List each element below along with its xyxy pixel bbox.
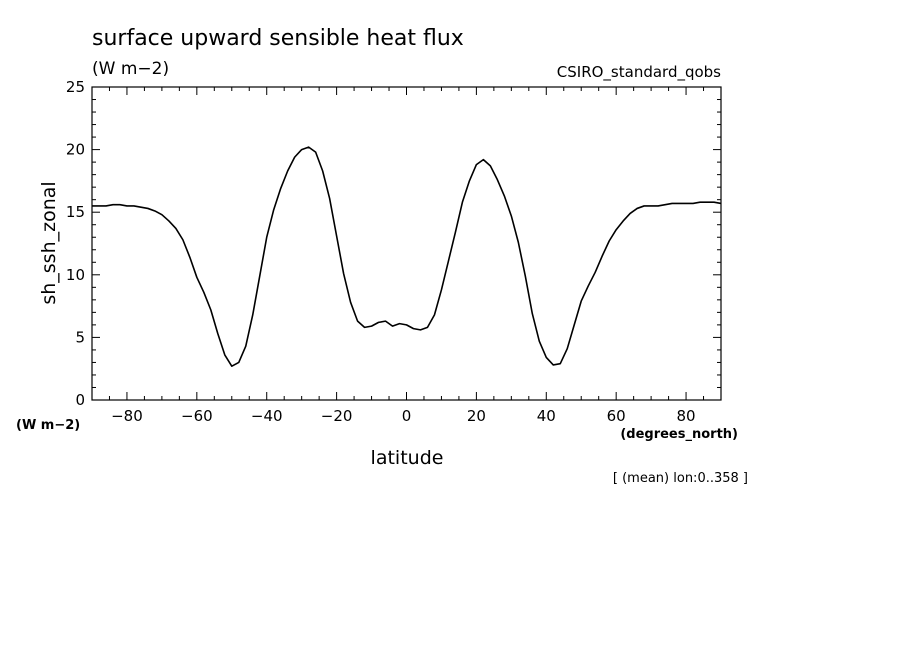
title-units: (W m−2) [92,59,169,79]
x-axis-label: latitude [371,447,444,469]
x-tick-label: −80 [111,407,143,425]
x-tick-label: 40 [537,407,556,425]
y-tick-label: 0 [75,391,85,409]
x-tick-label: −40 [251,407,283,425]
footnote: [ (mean) lon:0..358 ] [613,471,748,486]
x-tick-label: 80 [677,407,696,425]
y-axis-label: sh_ssh_zonal [38,181,60,304]
y-axis-units: (W m−2) [16,418,80,433]
plot-frame [91,86,722,401]
chart-title: surface upward sensible heat flux [92,26,464,51]
series-line [92,146,722,367]
y-tick-label: 15 [66,203,85,221]
x-tick-label: −60 [181,407,213,425]
y-tick-label: 10 [66,266,85,284]
y-tick-label: 25 [66,78,85,96]
x-axis-units: (degrees_north) [620,427,738,442]
y-tick-label: 5 [75,328,85,346]
dataset-label: CSIRO_standard_qobs [557,63,721,82]
x-tick-label: −20 [321,407,353,425]
x-tick-label: 60 [607,407,626,425]
ticks-layer [91,86,722,401]
x-tick-label: 20 [467,407,486,425]
tick-labels-layer: −80 −60 −40 −20 0 20 40 60 80 0 5 10 15 20 25 [66,78,696,425]
x-tick-label: 0 [402,407,412,425]
y-tick-label: 20 [66,141,85,159]
